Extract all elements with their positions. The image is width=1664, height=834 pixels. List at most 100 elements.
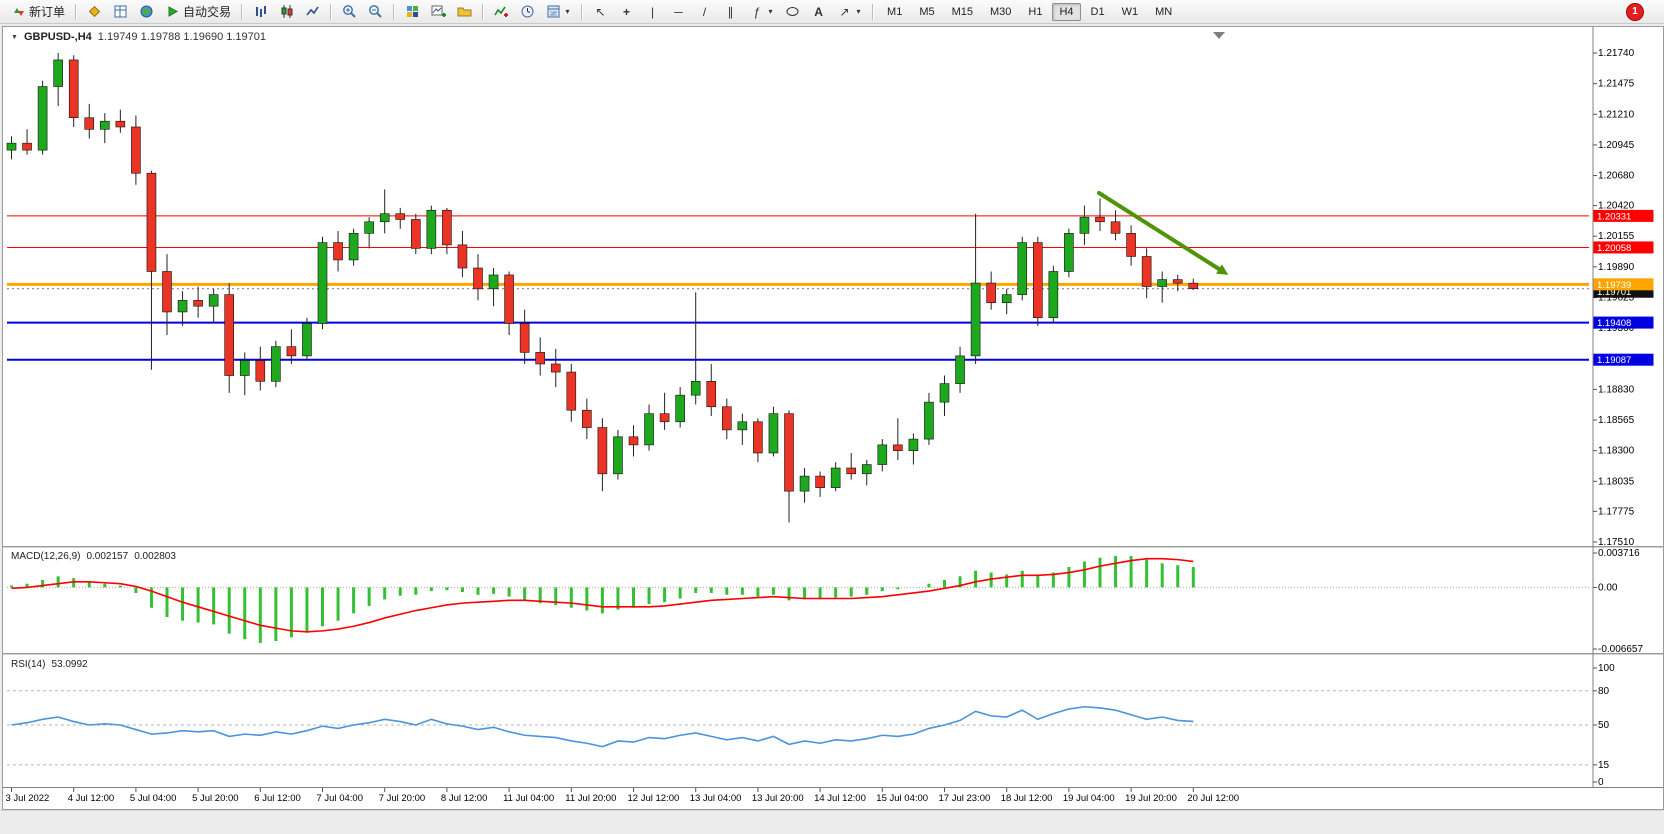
- candle-body: [224, 294, 234, 376]
- price-badge: [1593, 241, 1654, 254]
- candle-body: [1017, 242, 1028, 295]
- zoom-in-button[interactable]: [337, 2, 362, 22]
- shapes-tool-button[interactable]: [780, 2, 805, 22]
- timeframe-h1-button[interactable]: H1: [1021, 3, 1049, 21]
- zoom-out-button[interactable]: [363, 2, 388, 22]
- bar-chart-icon: [253, 4, 268, 19]
- vertical-line-icon: |: [650, 4, 655, 19]
- candle-body: [37, 86, 48, 151]
- candlestick-chart-button[interactable]: [274, 2, 299, 22]
- chart-window[interactable]: 1.21740 1.21475 1.21210 1.20945 1.20680 1.204…: [2, 26, 1664, 810]
- candle-body: [986, 282, 996, 304]
- candle-body: [1048, 271, 1059, 319]
- svg-text:19 Jul 20:00: 19 Jul 20:00: [1125, 793, 1177, 804]
- candle-body: [255, 360, 266, 382]
- toolbar-separator: [581, 3, 584, 20]
- svg-text:20 Jul 12:00: 20 Jul 12:00: [1187, 793, 1239, 804]
- timeframe-mn-button[interactable]: MN: [1148, 3, 1179, 21]
- svg-text:1.21210: 1.21210: [1598, 109, 1635, 120]
- new-order-label: 新订单: [29, 5, 66, 19]
- candle-body: [970, 282, 981, 357]
- new-order-button[interactable]: 新订单: [6, 2, 70, 22]
- svg-text:15: 15: [1598, 760, 1610, 771]
- horizontal-line-icon: ─: [674, 4, 683, 19]
- period-clock-button[interactable]: [515, 2, 540, 22]
- candle-body: [473, 267, 483, 290]
- profiles-icon: [457, 4, 472, 19]
- candle-body: [535, 352, 546, 365]
- svg-text:1.21740: 1.21740: [1598, 48, 1635, 59]
- rsi-name: RSI(14): [11, 659, 46, 670]
- timeframe-w1-button[interactable]: W1: [1115, 3, 1146, 21]
- trendline-icon: /: [702, 4, 707, 19]
- new-chart-button[interactable]: [426, 2, 451, 22]
- candle-body: [893, 444, 903, 451]
- trendline-tool-button[interactable]: /: [692, 2, 717, 22]
- svg-text:1.19701: 1.19701: [1597, 287, 1631, 298]
- svg-text:18 Jul 12:00: 18 Jul 12:00: [1001, 793, 1053, 804]
- toolbar-separator: [241, 3, 244, 20]
- candle-body: [333, 242, 343, 261]
- vertical-line-tool-button[interactable]: |: [640, 2, 665, 22]
- candle-body: [582, 409, 592, 428]
- indicators-icon: [494, 4, 509, 19]
- toolbar-separator: [75, 3, 78, 20]
- tile-windows-button[interactable]: [400, 2, 425, 22]
- candle-body: [644, 413, 654, 446]
- candle-body: [768, 413, 779, 454]
- macd-main-value: 0.002157: [86, 551, 129, 562]
- svg-text:1.19625: 1.19625: [1598, 293, 1635, 304]
- crosshair-tool-button[interactable]: +: [614, 2, 639, 22]
- zoom-out-icon: [368, 4, 383, 19]
- fibonacci-icon: ƒ: [753, 4, 760, 19]
- candle-body: [1079, 216, 1090, 234]
- candle-body: [84, 117, 95, 130]
- new-order-icon: [11, 4, 26, 19]
- timeframe-d1-button[interactable]: D1: [1084, 3, 1112, 21]
- svg-text:4 Jul 12:00: 4 Jul 12:00: [68, 793, 114, 804]
- candle-body: [877, 444, 888, 465]
- candle-body: [100, 120, 110, 130]
- candle-body: [1001, 294, 1012, 304]
- templates-button[interactable]: ▾: [541, 2, 576, 22]
- data-window-button[interactable]: [108, 2, 133, 22]
- timeframe-m5-button[interactable]: M5: [912, 3, 941, 21]
- candle-body: [737, 421, 748, 431]
- timeframe-m30-button[interactable]: M30: [983, 3, 1018, 21]
- candle-body: [302, 323, 312, 357]
- pane-splitter: [3, 546, 1663, 549]
- fibonacci-tool-button[interactable]: ƒ ▾: [744, 2, 779, 22]
- timeframe-h4-button[interactable]: H4: [1052, 2, 1081, 21]
- cursor-tool-button[interactable]: ↖: [588, 2, 613, 22]
- svg-text:1.20945: 1.20945: [1598, 140, 1635, 151]
- candle-body: [846, 467, 857, 475]
- horizontal-line-tool-button[interactable]: ─: [666, 2, 691, 22]
- notification-badge[interactable]: 1: [1626, 2, 1644, 21]
- line-chart-icon: [305, 4, 320, 19]
- candle-body: [22, 142, 32, 151]
- community-button[interactable]: [134, 2, 159, 22]
- auto-trading-button[interactable]: 自动交易: [160, 2, 236, 22]
- svg-text:13 Jul 20:00: 13 Jul 20:00: [752, 793, 804, 804]
- candle-body: [239, 360, 250, 376]
- svg-text:1.19890: 1.19890: [1598, 262, 1635, 273]
- clock-icon: [520, 4, 535, 19]
- arrows-tool-button[interactable]: ↗ ▾: [832, 2, 867, 22]
- mql-button[interactable]: [82, 2, 107, 22]
- globe-icon: [139, 4, 154, 19]
- text-tool-button[interactable]: A: [806, 2, 831, 22]
- indicators-button[interactable]: [489, 2, 514, 22]
- tile-windows-icon: [405, 4, 420, 19]
- chart-canvas[interactable]: 1.21740 1.21475 1.21210 1.20945 1.20680 1.204…: [3, 27, 1663, 809]
- timeframe-m1-button[interactable]: M1: [880, 3, 909, 21]
- channel-tool-button[interactable]: ∥: [718, 2, 743, 22]
- candle-body: [193, 300, 203, 307]
- bar-chart-button[interactable]: [248, 2, 273, 22]
- candle-body: [784, 413, 794, 492]
- text-icon: A: [814, 4, 823, 19]
- line-chart-button[interactable]: [300, 2, 325, 22]
- timeframe-m15-button[interactable]: M15: [945, 3, 980, 21]
- candle-body: [504, 274, 514, 324]
- profiles-button[interactable]: [452, 2, 477, 22]
- candlestick-icon: [279, 4, 294, 19]
